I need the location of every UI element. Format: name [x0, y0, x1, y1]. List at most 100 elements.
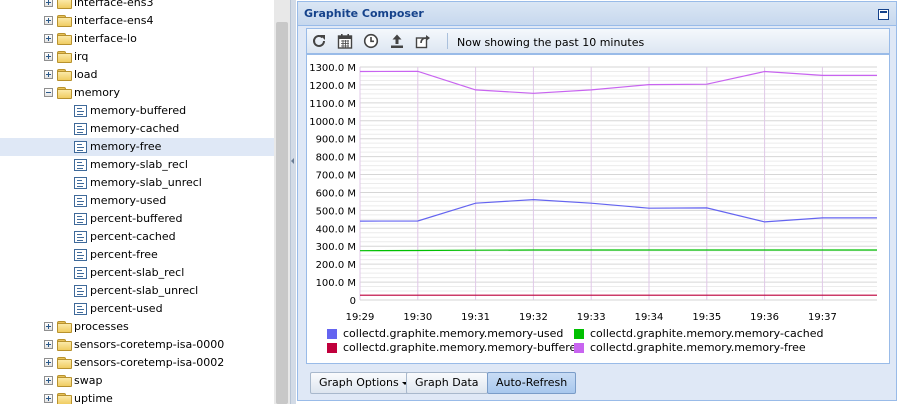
- expand-icon[interactable]: [44, 358, 53, 367]
- legend-swatch: [574, 329, 584, 339]
- clock-icon[interactable]: [363, 33, 379, 49]
- tree-folder-item[interactable]: sensors-coretemp-isa-0000: [0, 336, 274, 354]
- tree-folder-item[interactable]: memory: [0, 84, 274, 102]
- tree-metric-item[interactable]: memory-free: [0, 138, 274, 156]
- expand-icon[interactable]: [44, 16, 53, 25]
- x-tick-label: 19:32: [519, 312, 548, 323]
- panel-splitter[interactable]: [290, 0, 296, 404]
- legend-label: collectd.graphite.memory.memory-free: [590, 341, 806, 354]
- tree-item-label: memory: [74, 86, 120, 99]
- tree-folder-item[interactable]: swap: [0, 372, 274, 390]
- tree-metric-item[interactable]: memory-slab_recl: [0, 156, 274, 174]
- metric-icon: [74, 249, 87, 261]
- tree-metric-item[interactable]: percent-used: [0, 300, 274, 318]
- tree-metric-item[interactable]: percent-buffered: [0, 210, 274, 228]
- tree-item-label: percent-used: [90, 302, 163, 315]
- tree-item-label: load: [74, 68, 98, 81]
- maximize-icon[interactable]: [878, 9, 889, 20]
- y-tick-label: 800.0 M: [316, 153, 356, 164]
- series-line: [359, 70, 877, 94]
- folder-icon: [57, 375, 72, 387]
- tree-folder-item[interactable]: sensors-coretemp-isa-0002: [0, 354, 274, 372]
- x-tick-label: 19:36: [750, 312, 779, 323]
- metric-icon: [74, 195, 87, 207]
- expand-icon[interactable]: [44, 70, 53, 79]
- tree-metric-item[interactable]: percent-slab_unrecl: [0, 282, 274, 300]
- x-tick-label: 19:31: [461, 312, 490, 323]
- tree-metric-item[interactable]: percent-slab_recl: [0, 264, 274, 282]
- tree-folder-item[interactable]: interface-ens4: [0, 12, 274, 30]
- collapse-arrow-icon[interactable]: [291, 158, 294, 164]
- folder-icon: [57, 357, 72, 369]
- graph-data-button[interactable]: Graph Data: [406, 372, 488, 394]
- tree-folder-item[interactable]: irq: [0, 48, 274, 66]
- y-tick-label: 500.0 M: [316, 206, 356, 217]
- tree-metric-item[interactable]: memory-used: [0, 192, 274, 210]
- tree-folder-item[interactable]: interface-lo: [0, 30, 274, 48]
- metric-icon: [74, 231, 87, 243]
- folder-icon: [57, 339, 72, 351]
- tree-scrollbar-thumb[interactable]: [276, 22, 288, 404]
- tree-metric-item[interactable]: percent-cached: [0, 228, 274, 246]
- graph-options-button[interactable]: Graph Options: [310, 372, 417, 394]
- y-tick-label: 1100.0 M: [309, 99, 356, 110]
- folder-icon: [57, 69, 72, 81]
- expand-icon[interactable]: [44, 340, 53, 349]
- tree-item-label: memory-cached: [90, 122, 180, 135]
- tree-item-label: memory-buffered: [90, 104, 187, 117]
- metric-icon: [74, 123, 87, 135]
- legend-label: collectd.graphite.memory.memory-buffered: [343, 341, 584, 354]
- x-tick-label: 19:29: [346, 312, 375, 323]
- tree-item-label: sensors-coretemp-isa-0002: [74, 356, 225, 369]
- y-tick-label: 300.0 M: [316, 242, 356, 253]
- tree-metric-item[interactable]: memory-buffered: [0, 102, 274, 120]
- y-tick-label: 200.0 M: [316, 260, 356, 271]
- expand-icon[interactable]: [44, 376, 53, 385]
- composer-toolbar: Now showing the past 10 minutes: [306, 28, 890, 54]
- tree-folder-item[interactable]: interface-ens3: [0, 0, 274, 12]
- y-tick-label: 700.0 M: [316, 171, 356, 182]
- folder-icon: [57, 33, 72, 45]
- y-tick-label: 900.0 M: [316, 135, 356, 146]
- tree-folder-item[interactable]: processes: [0, 318, 274, 336]
- metric-icon: [74, 303, 87, 315]
- tree-metric-item[interactable]: memory-slab_unrecl: [0, 174, 274, 192]
- expand-icon[interactable]: [44, 52, 53, 61]
- folder-icon: [57, 0, 72, 9]
- series-line: [359, 249, 877, 252]
- refresh-icon[interactable]: [311, 33, 327, 49]
- tree-item-label: memory-slab_unrecl: [90, 176, 202, 189]
- x-tick-label: 19:37: [808, 312, 837, 323]
- x-tick-label: 19:30: [403, 312, 432, 323]
- tree-item-label: percent-free: [90, 248, 158, 261]
- expand-icon[interactable]: [44, 394, 53, 403]
- graphite-composer-window: Graphite Composer: [297, 1, 897, 401]
- tree-metric-item[interactable]: memory-cached: [0, 120, 274, 138]
- toolbar-separator: [447, 33, 448, 49]
- y-tick-label: 600.0 M: [316, 188, 356, 199]
- tree-item-label: memory-slab_recl: [90, 158, 188, 171]
- composer-header: Graphite Composer: [298, 2, 896, 26]
- calendar-icon[interactable]: [337, 33, 353, 49]
- time-range-status: Now showing the past 10 minutes: [457, 36, 645, 49]
- y-tick-label: 1000.0 M: [309, 117, 356, 128]
- auto-refresh-button[interactable]: Auto-Refresh: [487, 372, 577, 394]
- collapse-icon[interactable]: [44, 88, 53, 97]
- tree-folder-item[interactable]: uptime: [0, 390, 274, 404]
- tree-folder-item[interactable]: load: [0, 66, 274, 84]
- chevron-down-icon: [401, 381, 408, 385]
- folder-icon: [57, 393, 72, 404]
- upload-icon[interactable]: [389, 33, 405, 49]
- tree-metric-item[interactable]: percent-free: [0, 246, 274, 264]
- expand-icon[interactable]: [44, 34, 53, 43]
- expand-icon[interactable]: [44, 0, 53, 7]
- share-icon[interactable]: [415, 33, 431, 49]
- expand-icon[interactable]: [44, 322, 53, 331]
- metric-icon: [74, 267, 87, 279]
- legend-swatch: [327, 329, 337, 339]
- tree-item-label: percent-slab_unrecl: [90, 284, 199, 297]
- y-tick-label: 100.0 M: [316, 278, 356, 289]
- tree-item-label: percent-cached: [90, 230, 176, 243]
- graph-image: 0 100.0 M 200.0 M 300.0 M 400.0 M 500.0 M 600.…: [306, 54, 890, 364]
- series-line: [359, 198, 877, 223]
